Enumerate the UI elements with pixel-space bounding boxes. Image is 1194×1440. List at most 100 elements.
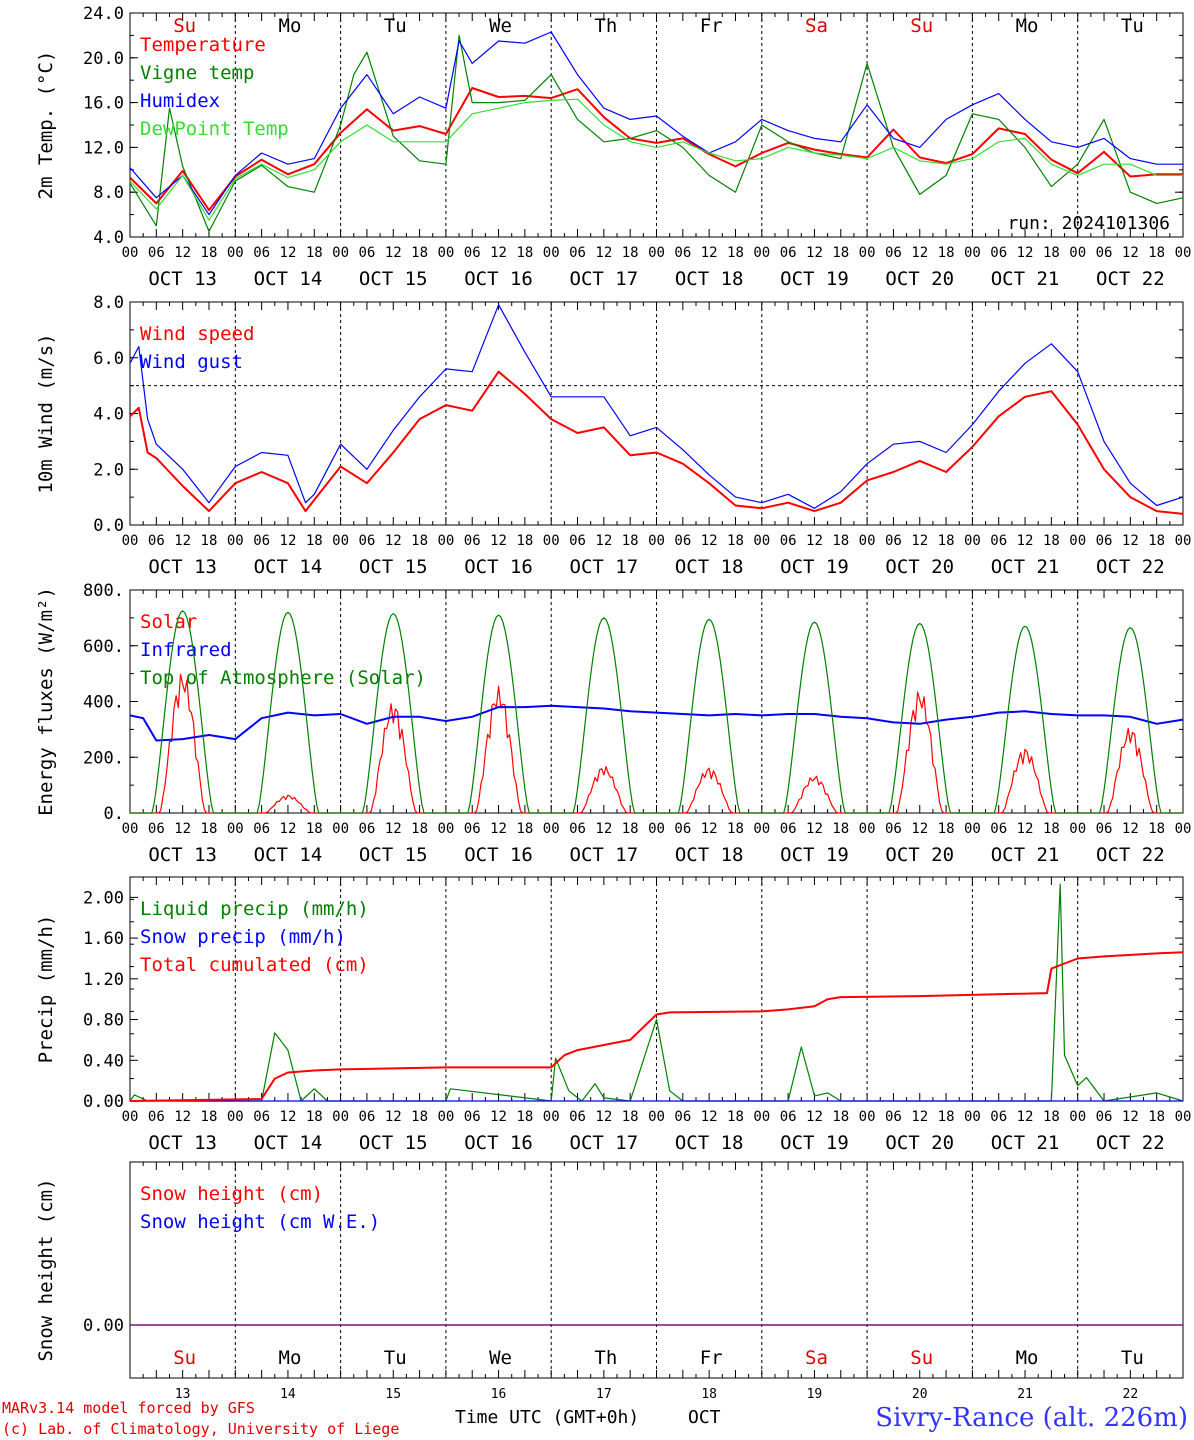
x-hour-label: 18 [201,245,218,261]
weekday-label: Mo [1016,1347,1039,1369]
run-annotation: run: 2024101306 [1007,213,1170,234]
y-tick-label: 0. [104,804,124,824]
x-hour-label: 00 [648,1109,665,1125]
weekday-label: Su [910,15,933,37]
y-tick-label: 0.0 [93,516,124,536]
y-tick-label: 0.00 [83,1316,124,1336]
x-hour-label: 12 [701,1109,718,1125]
x-hour-label: 06 [674,533,691,549]
x-hour-label: 06 [358,245,375,261]
legend-entry: Liquid precip (mm/h) [140,898,369,920]
x-hour-label: 18 [622,533,639,549]
y-tick-label: 600. [83,637,124,657]
x-hour-label: 00 [753,1109,770,1125]
x-hour-label: 18 [411,1109,428,1125]
weekday-label: Su [910,1347,933,1369]
x-date-label: OCT 16 [464,1132,533,1154]
series-line-1 [129,370,1184,515]
x-date-label: OCT 21 [991,268,1060,290]
x-hour-label: 18 [727,821,744,837]
y-axis-label: 10m Wind (m/s) [35,333,57,493]
x-date-label: OCT 17 [570,844,639,866]
series-line-1 [130,673,1183,814]
weekday-label: Tu [384,1347,407,1369]
x-hour-label: 00 [859,533,876,549]
x-hour-label: 00 [543,533,560,549]
weekday-label: Mo [1016,15,1039,37]
legend-entry: Humidex [140,90,220,112]
y-tick-label: 2.0 [93,460,124,480]
x-hour-label: 00 [543,245,560,261]
x-hour-label: 00 [122,821,139,837]
day-number-label: 13 [175,1387,191,1402]
x-hour-label: 06 [464,533,481,549]
day-number-label: 17 [596,1387,612,1402]
x-hour-label: 18 [516,245,533,261]
x-hour-label: 12 [595,1109,612,1125]
x-hour-label: 18 [1148,1109,1165,1125]
legend-entry: Solar [140,611,197,633]
x-hour-label: 12 [595,245,612,261]
x-date-label: OCT 19 [780,268,849,290]
x-hour-label: 06 [990,533,1007,549]
x-date-label: OCT 21 [991,844,1060,866]
x-hour-label: 00 [1069,245,1086,261]
x-hour-label: 06 [358,821,375,837]
x-date-label: OCT 18 [675,556,744,578]
x-hour-label: 12 [1017,245,1034,261]
x-hour-label: 06 [253,533,270,549]
x-hour-label: 12 [701,245,718,261]
x-date-label: OCT 15 [359,268,428,290]
x-hour-label: 18 [1043,821,1060,837]
x-hour-label: 06 [569,245,586,261]
y-tick-label: 200. [83,748,124,768]
series-line-2 [129,704,1184,742]
x-hour-label: 18 [516,533,533,549]
x-hour-label: 00 [437,1109,454,1125]
x-hour-label: 12 [174,245,191,261]
weekday-label: Fr [700,1347,723,1369]
x-date-label: OCT 22 [1096,844,1165,866]
x-hour-label: 00 [648,533,665,549]
day-number-label: 14 [280,1387,296,1402]
legend-entry: Snow precip (mm/h) [140,926,346,948]
x-hour-label: 12 [911,533,928,549]
y-tick-label: 16.0 [83,94,124,114]
x-hour-label: 00 [332,533,349,549]
x-date-label: OCT 21 [991,1132,1060,1154]
series-line-2 [129,34,1184,232]
x-date-label: OCT 14 [254,844,323,866]
weekday-label: Tu [384,15,407,37]
time-axis-label: Time UTC (GMT+0h) [455,1407,639,1428]
x-date-label: OCT 18 [675,268,744,290]
x-hour-label: 12 [1122,1109,1139,1125]
x-date-label: OCT 15 [359,1132,428,1154]
station-name: Sivry-Rance (alt. 226m) [875,1403,1188,1433]
weekday-label: Mo [279,1347,302,1369]
x-hour-label: 06 [885,821,902,837]
x-hour-label: 06 [253,1109,270,1125]
lab-credit: (c) Lab. of Climatology, University of L… [2,1420,399,1438]
x-hour-label: 18 [938,1109,955,1125]
x-hour-label: 12 [1122,245,1139,261]
x-hour-label: 18 [1148,533,1165,549]
x-hour-label: 12 [490,533,507,549]
plot-frame [129,589,1184,814]
day-number-label: 22 [1123,1387,1139,1402]
x-date-label: OCT 13 [148,556,217,578]
x-hour-label: 06 [148,1109,165,1125]
x-hour-label: 00 [1175,821,1192,837]
x-hour-label: 18 [516,821,533,837]
x-date-label: OCT 20 [885,556,954,578]
x-date-label: OCT 16 [464,556,533,578]
legend-entry: Snow height (cm W.E.) [140,1211,380,1233]
x-hour-label: 06 [1096,245,1113,261]
x-date-label: OCT 17 [570,1132,639,1154]
x-date-label: OCT 15 [359,844,428,866]
x-hour-label: 12 [806,245,823,261]
x-hour-label: 12 [911,1109,928,1125]
x-hour-label: 06 [780,245,797,261]
x-date-label: OCT 20 [885,268,954,290]
y-axis-label: 2m Temp. (°C) [35,51,57,200]
